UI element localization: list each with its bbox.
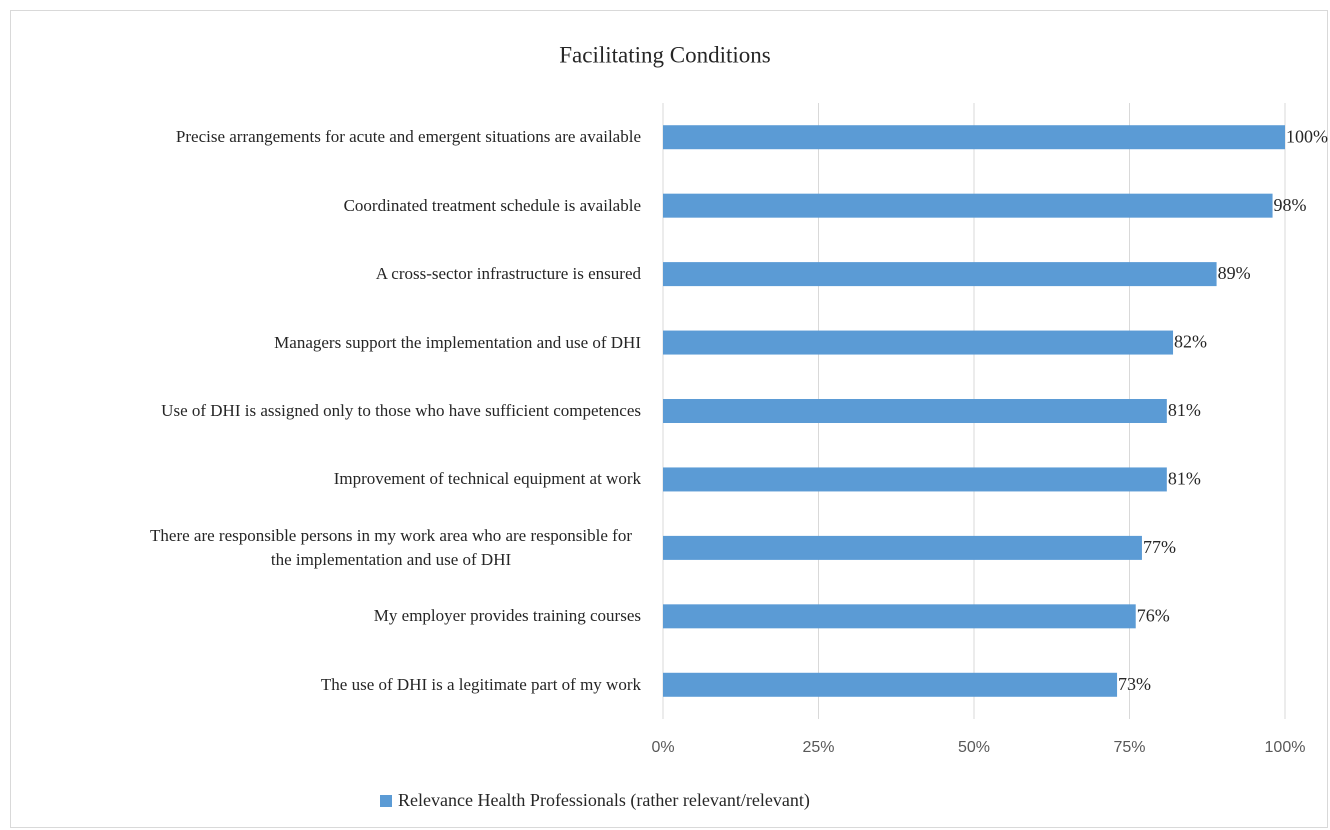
value-label: 76% — [1137, 605, 1170, 625]
x-tick-label: 0% — [651, 739, 674, 756]
y-label-box: The use of DHI is a legitimate part of m… — [1, 655, 641, 715]
bar — [663, 604, 1136, 629]
value-label: 100% — [1286, 126, 1328, 146]
y-label-box: Coordinated treatment schedule is availa… — [1, 176, 641, 236]
y-label-box: There are responsible persons in my work… — [1, 518, 641, 578]
x-tick-label: 75% — [1113, 739, 1145, 756]
bar — [663, 330, 1174, 355]
y-tick-label: Coordinated treatment schedule is availa… — [343, 195, 641, 215]
bar — [663, 535, 1142, 560]
bar — [663, 125, 1285, 150]
value-label: 98% — [1274, 195, 1307, 215]
bar — [663, 467, 1167, 492]
y-tick-label: A cross-sector infrastructure is ensured — [375, 264, 641, 284]
y-tick-label: There are responsible persons in my work… — [150, 525, 632, 569]
bar — [663, 262, 1217, 287]
value-label: 81% — [1168, 469, 1201, 489]
chart-title: Facilitating Conditions — [559, 42, 771, 67]
x-tick-label: 25% — [802, 739, 834, 756]
legend-label: Relevance Health Professionals (rather r… — [398, 790, 810, 811]
y-tick-label: The use of DHI is a legitimate part of m… — [320, 674, 641, 694]
y-tick-label: Improvement of technical equipment at wo… — [333, 469, 641, 489]
value-label: 89% — [1218, 263, 1251, 283]
y-label-box: Precise arrangements for acute and emerg… — [1, 107, 641, 167]
y-label-box: Improvement of technical equipment at wo… — [1, 449, 641, 509]
value-label: 82% — [1174, 332, 1207, 352]
y-tick-label: Managers support the implementation and … — [274, 332, 641, 352]
x-tick-label: 100% — [1265, 739, 1306, 756]
chart-frame — [10, 10, 1328, 828]
y-tick-label: Use of DHI is assigned only to those who… — [161, 401, 641, 420]
bar — [663, 672, 1118, 697]
bar — [663, 399, 1167, 423]
y-tick-label: Precise arrangements for acute and emerg… — [175, 127, 641, 147]
value-label: 77% — [1143, 537, 1176, 557]
bar — [663, 193, 1273, 218]
value-label: 73% — [1118, 674, 1151, 694]
x-tick-label: 50% — [958, 739, 990, 756]
legend-swatch — [380, 795, 392, 807]
y-tick-label: My employer provides training courses — [373, 606, 641, 626]
y-label-box: Managers support the implementation and … — [1, 313, 641, 373]
y-label-box: Use of DHI is assigned only to those who… — [1, 381, 641, 441]
y-label-box: A cross-sector infrastructure is ensured — [1, 244, 641, 304]
value-label: 81% — [1168, 400, 1201, 420]
y-label-box: My employer provides training courses — [1, 586, 641, 646]
